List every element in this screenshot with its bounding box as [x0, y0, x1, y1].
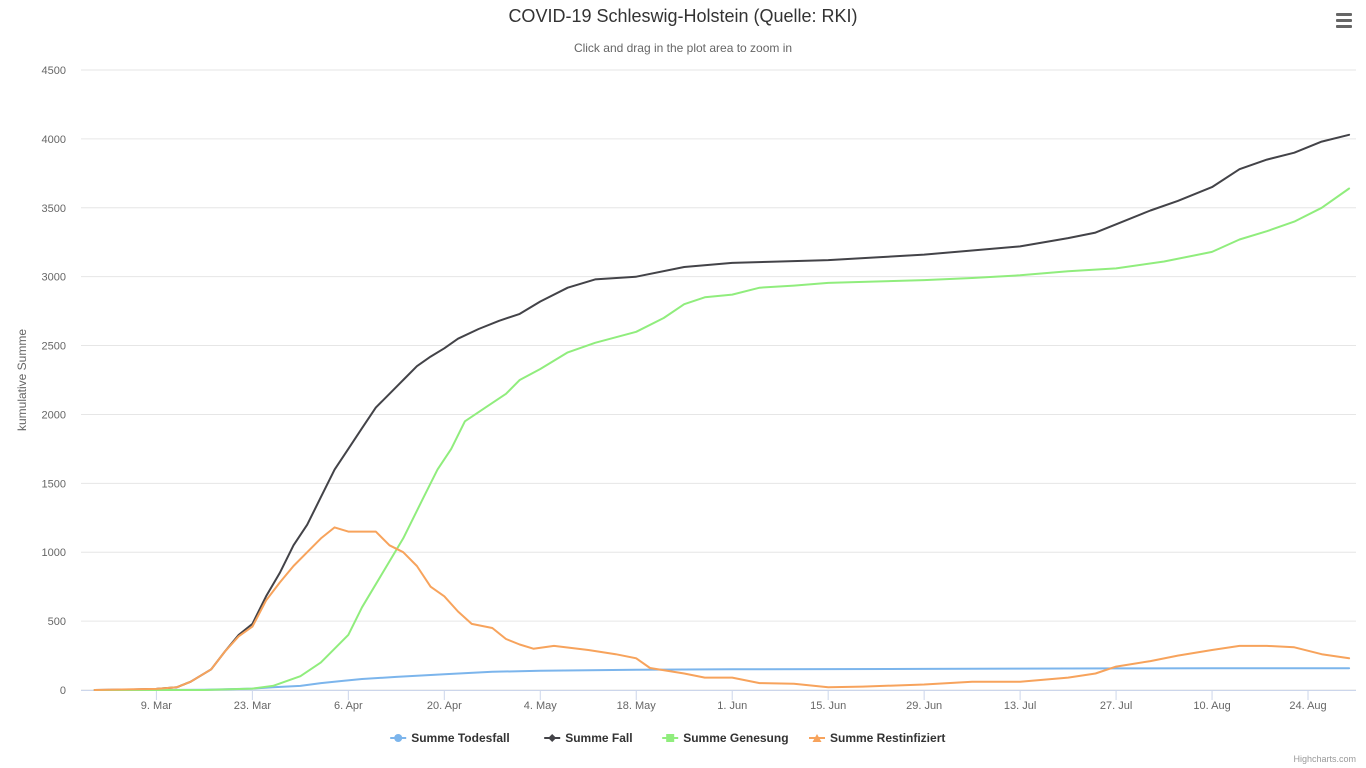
x-axis: 9. Mar 23. Mar 6. Apr 20. Apr 4. May 18. May 1… [81, 690, 1356, 712]
y-tick-label: 2500 [42, 341, 66, 353]
y-tick-label: 1000 [42, 547, 66, 559]
chart-title: COVID-19 Schleswig-Holstein (Quelle: RKI… [508, 6, 858, 26]
y-tick-label: 0 [60, 685, 66, 697]
legend-label: Summe Genesung [683, 731, 788, 745]
x-tick-label: 15. Jun [810, 700, 846, 712]
y-tick-label: 4500 [42, 65, 66, 77]
x-tick-label: 27. Jul [1100, 700, 1132, 712]
legend-marker-diamond [548, 734, 557, 742]
chart-subtitle: Click and drag in the plot area to zoom … [573, 41, 793, 55]
x-tick-label: 6. Apr [334, 700, 363, 712]
x-tick-label: 24. Aug [1289, 700, 1326, 712]
menu-bar-top [1336, 13, 1352, 16]
series-line-summe-genesung[interactable] [93, 187, 1351, 691]
y-axis-title: kumulative Summe [15, 329, 29, 431]
x-tick-label: 29. Jun [906, 700, 942, 712]
y-tick-label: 3000 [42, 272, 66, 284]
y-tick-label: 3500 [42, 203, 66, 215]
legend-label: Summe Restinfiziert [830, 731, 945, 745]
plot-area[interactable] [93, 133, 1351, 691]
menu-bar-bottom [1336, 25, 1352, 28]
y-tick-label: 2000 [42, 409, 66, 421]
x-tick-label: 23. Mar [234, 700, 272, 712]
legend-marker-square [666, 734, 675, 742]
legend-item-summe-fall[interactable]: Summe Fall [544, 731, 633, 745]
hamburger-menu-icon[interactable] [1332, 10, 1356, 32]
legend[interactable]: Summe Todesfall Summe Fall Summe Genesung S… [390, 731, 945, 745]
legend-marker-triangle [812, 734, 822, 742]
x-tick-label: 4. May [524, 700, 558, 712]
legend-item-summe-todesfall[interactable]: Summe Todesfall [390, 731, 510, 745]
menu-bar-middle [1336, 19, 1352, 22]
legend-item-summe-genesung[interactable]: Summe Genesung [662, 731, 789, 745]
x-tick-label: 13. Jul [1004, 700, 1036, 712]
x-tick-label: 10. Aug [1193, 700, 1230, 712]
x-tick-label: 9. Mar [141, 700, 173, 712]
y-tick-label: 1500 [42, 478, 66, 490]
series-line-summe-restinfiziert[interactable] [93, 526, 1351, 691]
legend-item-summe-restinfiziert[interactable]: Summe Restinfiziert [809, 731, 945, 745]
credits-link[interactable]: Highcharts.com [1293, 754, 1356, 764]
x-tick-label: 20. Apr [427, 700, 462, 712]
legend-label: Summe Fall [565, 731, 632, 745]
legend-label: Summe Todesfall [411, 731, 509, 745]
series-line-summe-todesfall[interactable] [93, 667, 1351, 691]
y-tick-label: 4000 [42, 134, 66, 146]
legend-marker-circle [394, 734, 403, 742]
x-tick-label: 1. Jun [717, 700, 747, 712]
grid-lines [81, 69, 1356, 691]
x-tick-label: 18. May [617, 700, 657, 712]
y-tick-label: 500 [48, 616, 66, 628]
series-line-summe-fall[interactable] [93, 133, 1351, 691]
y-axis: 0 500 1000 1500 2000 2500 3000 3500 4000 4500 kumu… [15, 65, 66, 697]
